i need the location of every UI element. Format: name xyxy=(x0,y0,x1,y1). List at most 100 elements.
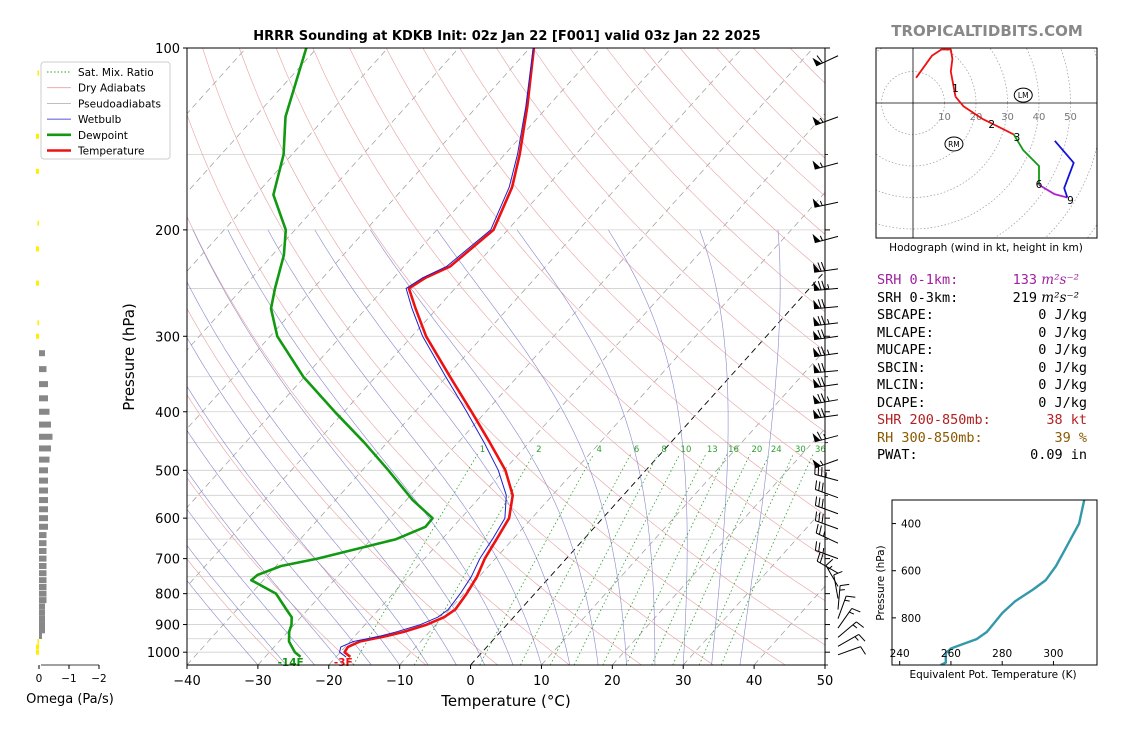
dry-adiabat xyxy=(187,558,283,665)
barb-full xyxy=(856,621,865,628)
pseudoadiabat xyxy=(608,229,688,665)
hodograph: 10 20 30 40 50 1 2 3 6 9 LM RM Hodograph (wind in k… xyxy=(875,47,1098,254)
mixing-ratio-line xyxy=(573,453,681,665)
legend-label: Dewpoint xyxy=(78,130,128,142)
barb-full xyxy=(821,513,824,524)
barb-half xyxy=(852,624,858,629)
legend-label: Sat. Mix. Ratio xyxy=(78,67,154,79)
isotherm-line xyxy=(187,48,460,351)
hodograph-title: Hodograph (wind in kt, height in km) xyxy=(889,242,1083,254)
barb-full xyxy=(818,525,822,535)
theta-y-tick-label: 400 xyxy=(901,519,921,531)
stat-row: RH 300-850mb: 39 % xyxy=(877,430,1087,448)
x-tick-label: 40 xyxy=(746,674,763,689)
barb-flag xyxy=(813,363,821,373)
omega-bar xyxy=(39,603,45,610)
pseudoadiabat xyxy=(187,508,315,665)
hodo-ring-label: 20 xyxy=(970,112,983,123)
barb-full xyxy=(814,480,818,490)
stat-row: SRH 0-1km: 133 m²s⁻² xyxy=(877,272,1087,290)
mixing-ratio-label: 10 xyxy=(681,445,692,455)
barb-flag xyxy=(813,409,821,419)
hodo-ring-label: 40 xyxy=(1033,112,1046,123)
mixing-ratio-line xyxy=(698,453,794,665)
barb-full xyxy=(817,408,822,418)
barb-flag xyxy=(813,347,821,357)
stat-row: PWAT: 0.09 in xyxy=(877,447,1087,465)
barb-flag xyxy=(813,299,821,309)
barb-full xyxy=(821,498,824,508)
theta-x-tick-label: 280 xyxy=(992,648,1012,660)
wetbulb-profile xyxy=(339,48,534,658)
omega-bar xyxy=(39,555,47,562)
isotherm-line xyxy=(541,349,825,665)
barb-shaft xyxy=(814,306,839,310)
omega-bar xyxy=(39,632,42,639)
wind-barb xyxy=(813,377,839,388)
omega-bar xyxy=(37,638,39,644)
zero-isotherm xyxy=(470,270,825,665)
omega-bar xyxy=(39,562,47,569)
pseudoadiabat xyxy=(314,229,571,665)
dry-adiabat xyxy=(496,48,825,392)
barb-shaft xyxy=(837,646,861,656)
barb-half xyxy=(822,548,825,554)
theta-e-profile xyxy=(940,500,1086,665)
hodo-trace xyxy=(1013,134,1040,185)
mixing-ratio-line xyxy=(413,453,534,665)
barb-full xyxy=(816,431,823,441)
barb-full xyxy=(820,261,826,271)
wind-barb xyxy=(812,116,839,126)
wind-barb xyxy=(812,55,839,67)
mixing-ratio-line xyxy=(720,453,814,665)
wind-barb xyxy=(814,496,839,515)
y-tick-label: 700 xyxy=(155,553,180,568)
mixing-ratio-label: 36 xyxy=(815,445,826,455)
mixing-ratio-label: 13 xyxy=(707,445,718,455)
x-tick-label: −40 xyxy=(173,674,200,689)
pseudoadiabat xyxy=(436,229,627,665)
barb-shaft xyxy=(837,621,857,638)
hodo-trace xyxy=(1038,184,1068,199)
mixing-ratio-label: 24 xyxy=(771,445,782,455)
barb-full xyxy=(817,299,822,309)
barb-full xyxy=(818,497,821,507)
mixing-ratio-label: 8 xyxy=(661,445,666,455)
omega-bar xyxy=(36,246,39,252)
hodo-height-label: 2 xyxy=(988,119,995,131)
stat-unit: m²s⁻² xyxy=(1037,289,1079,306)
omega-bar xyxy=(39,487,48,494)
dry-adiabat xyxy=(532,48,825,352)
dry-adiabat xyxy=(187,113,642,665)
y-tick-label: 900 xyxy=(155,619,180,634)
barb-shaft xyxy=(814,383,839,388)
wind-barb xyxy=(814,541,839,560)
stat-row: MLCAPE: 0 J/kg xyxy=(877,325,1087,343)
barb-full xyxy=(817,363,822,373)
dry-adiabat xyxy=(312,48,825,602)
legend-label: Pseudoadiabats xyxy=(78,98,161,110)
y-axis-label: Pressure (hPa) xyxy=(120,303,138,411)
barb-full xyxy=(818,542,821,552)
omega-panel: 0 −1 −2 Omega (Pa/s) xyxy=(26,70,114,707)
hodo-trace xyxy=(954,96,1015,136)
stat-label: MLCIN: xyxy=(877,377,926,393)
isotherm-line xyxy=(187,48,389,272)
barb-full xyxy=(840,583,850,587)
hodo-height-label: 6 xyxy=(1036,179,1043,191)
theta-e-chart: 240 260 280 300 400 600 800 Equivalent Pot. Te… xyxy=(875,499,1098,681)
wind-barb xyxy=(812,431,839,443)
legend-label: Wetbulb xyxy=(78,114,122,126)
wind-barb xyxy=(825,558,839,587)
omega-bar xyxy=(39,467,48,474)
stat-value: 0 J/kg xyxy=(1038,307,1087,323)
omega-tick-label: −1 xyxy=(61,673,76,685)
stat-value: 39 % xyxy=(1054,429,1087,446)
y-tick-label: 600 xyxy=(155,512,180,527)
wind-barb xyxy=(813,346,839,358)
barb-shaft xyxy=(814,268,839,273)
barb-full xyxy=(817,280,822,291)
omega-bar xyxy=(39,532,47,539)
barb-shaft xyxy=(814,473,839,482)
